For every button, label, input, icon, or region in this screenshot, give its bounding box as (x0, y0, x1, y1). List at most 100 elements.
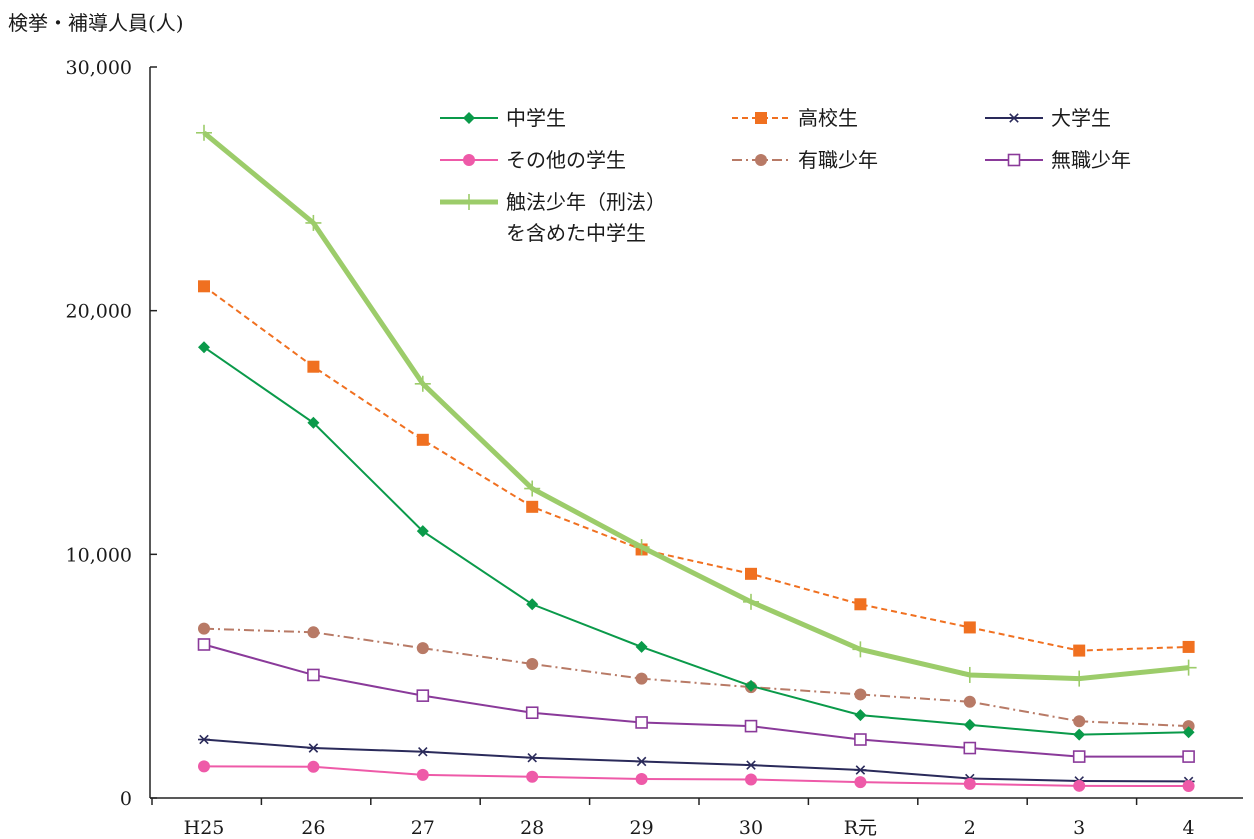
y-tick-label: 10,000 (66, 544, 132, 566)
data-point (416, 768, 429, 781)
data-point (307, 668, 320, 682)
legend-swatch-marker (463, 112, 475, 124)
y-tick-label: 20,000 (66, 301, 132, 323)
data-point (416, 746, 429, 757)
series-6 (196, 124, 1197, 687)
data-point (854, 776, 867, 789)
data-point (743, 593, 759, 610)
data-point (961, 666, 978, 683)
data-point (1182, 750, 1195, 763)
data-point (854, 733, 867, 746)
data-point (635, 772, 648, 785)
x-tick-label: 26 (301, 817, 325, 839)
series-1 (198, 280, 1195, 657)
series-3 (198, 760, 1195, 793)
series-4 (198, 622, 1195, 733)
data-point (524, 480, 541, 497)
x-tick-label: 4 (1183, 817, 1195, 839)
data-point (745, 760, 757, 770)
y-tick-label: 30,000 (66, 57, 132, 79)
y-axis-title: 検挙・補導人員(人) (8, 11, 184, 35)
legend-item-3: その他の学生 (440, 148, 626, 172)
data-point (416, 433, 429, 446)
series-line (203, 738, 1189, 783)
series-line (202, 130, 1189, 682)
data-point (307, 760, 320, 773)
legend-item-6: 触法少年（刑法） を含めた中学生 (440, 190, 666, 245)
data-point (1180, 659, 1197, 676)
x-tick-label: 2 (964, 817, 976, 839)
legend-item-2: 大学生 (985, 106, 1111, 130)
legend-item-5: 無職少年 (985, 148, 1131, 172)
data-point (963, 621, 976, 634)
data-point (635, 672, 648, 685)
data-point (745, 567, 757, 580)
data-point (198, 760, 210, 773)
x-tick-label: 28 (520, 817, 544, 839)
legend-swatch-marker (755, 112, 767, 124)
data-point (307, 743, 320, 753)
legend-swatch-marker (463, 154, 475, 166)
data-point (416, 642, 429, 655)
data-point (1182, 720, 1195, 733)
series-line (203, 346, 1189, 736)
series-5 (197, 638, 1195, 763)
data-point (1073, 644, 1086, 657)
data-point (307, 360, 320, 373)
data-point (635, 756, 648, 767)
data-point (1073, 728, 1086, 741)
data-point (526, 753, 539, 763)
data-point (526, 598, 539, 611)
data-point (198, 341, 210, 354)
data-point (635, 716, 648, 729)
data-point (198, 734, 210, 745)
legend-swatch-marker (755, 154, 767, 166)
legend-swatch-marker (461, 194, 477, 210)
data-point (633, 539, 650, 556)
x-tick-label: 3 (1073, 817, 1085, 839)
data-point (963, 741, 977, 755)
series-line (203, 285, 1189, 652)
data-point (745, 773, 757, 786)
data-point (307, 626, 320, 639)
series-0 (198, 341, 1195, 741)
data-point (963, 777, 976, 790)
x-tick-label: 30 (739, 817, 763, 839)
series-line (203, 643, 1189, 758)
data-point (198, 622, 210, 635)
data-point (198, 280, 210, 293)
x-tick-label: R元 (844, 817, 877, 839)
legend-label: その他の学生 (506, 148, 626, 172)
data-point (635, 640, 648, 653)
data-point (416, 525, 429, 538)
y-tick-label: 0 (120, 788, 132, 810)
legend-item-0: 中学生 (440, 106, 566, 130)
legend-label: 大学生 (1051, 106, 1111, 130)
data-point (1071, 670, 1088, 687)
data-point (526, 500, 539, 513)
legend-label: 有職少年 (798, 148, 878, 172)
data-point (416, 689, 430, 702)
data-point (1182, 640, 1195, 653)
data-point (1073, 779, 1086, 792)
data-point (1182, 780, 1195, 793)
data-point (963, 718, 976, 731)
data-point (744, 719, 758, 733)
data-point (1182, 726, 1195, 739)
legend-swatch-marker (1007, 153, 1021, 167)
data-point (1073, 715, 1086, 728)
data-point (854, 765, 867, 775)
data-point (854, 688, 867, 701)
data-point (196, 124, 212, 141)
legend-swatch-marker (1008, 113, 1020, 123)
series-layer (196, 124, 1197, 793)
legend-label: 無職少年 (1051, 148, 1131, 172)
data-point (307, 416, 320, 429)
data-point (963, 695, 976, 708)
series-2 (198, 734, 1195, 787)
legend-label: 中学生 (506, 106, 566, 130)
data-point (854, 709, 867, 722)
x-tick-label: 29 (630, 817, 654, 839)
